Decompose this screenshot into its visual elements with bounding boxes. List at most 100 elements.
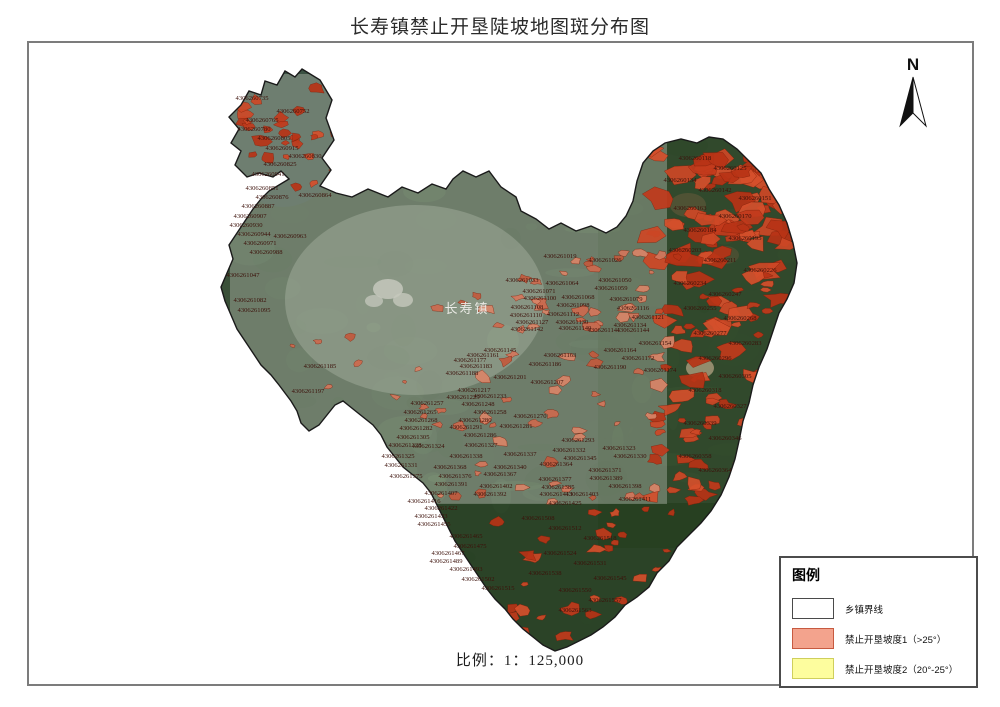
parcel-id-label: 4306261407 [425, 490, 459, 497]
parcel-id-label: 4306261377 [539, 476, 573, 483]
legend-panel: 图例 乡镇界线 禁止开垦坡度1（>25°） 禁止开垦坡度2（20°-25°） [779, 556, 978, 688]
parcel-id-label: 4306261375 [390, 473, 424, 480]
parcel-id-label: 4306261225 [447, 394, 481, 401]
parcel-id-label: 4306261398 [609, 483, 643, 490]
parcel-id-label: 4306261177 [454, 357, 487, 364]
parcel-labels: 4306260735 4306260752 4306260765 4306260780… [227, 95, 778, 614]
parcel-id-label: 4306261197 [292, 388, 325, 395]
parcel-id-label: 4306260339 [684, 420, 718, 427]
parcel-id-label: 4306261524 [544, 550, 578, 557]
parcel-id-label: 4306261422 [425, 505, 458, 512]
parcel-id-label: 4306260988 [250, 249, 284, 256]
parcel-id-label: 4306261531 [574, 560, 607, 567]
parcel-id-label: 4306261364 [540, 461, 574, 468]
haze-core [285, 205, 545, 395]
parcel-id-label: 4306261140 [559, 325, 592, 332]
parcel-id-label: 4306261033 [506, 277, 540, 284]
parcel-id-label: 4306261282 [400, 425, 433, 432]
urban-area [393, 293, 413, 307]
parcel-id-label: 4306261330 [614, 453, 648, 460]
parcel-id-label: 4306261328 [389, 442, 423, 449]
parcel-id-label: 4306261475 [454, 543, 488, 550]
parcel-id-label: 4306260887 [242, 203, 276, 210]
parcel-id-label: 4306261098 [557, 302, 591, 309]
legend-item-slope2: 禁止开垦坡度2（20°-25°） [792, 658, 976, 679]
parcel-id-label: 4306261071 [523, 288, 556, 295]
parcel-id-label: 4306260805 [258, 135, 292, 142]
south-forest-tile [428, 503, 797, 651]
parcel-id-label: 4306261376 [439, 473, 473, 480]
parcel-id-label: 4306260226 [744, 267, 778, 274]
parcel-id-label: 4306261411 [619, 496, 652, 503]
parcel-id-label: 4306261489 [430, 558, 464, 565]
parcel-id-label: 4306261141 [588, 327, 621, 334]
parcel-id-label: 4306260346 [709, 435, 743, 442]
parcel-id-label: 4306261340 [494, 464, 528, 471]
parcel-id-label: 4306260142 [699, 187, 732, 194]
parcel-id-label: 4306261079 [610, 296, 644, 303]
parcel-id-label: 4306261130 [556, 319, 589, 326]
parcel-id-label: 4306261186 [529, 361, 562, 368]
parcel-id-label: 4306261248 [462, 401, 496, 408]
parcel-id-label: 4306260327 [714, 403, 748, 410]
parcel-id-label: 4306260134 [664, 177, 698, 184]
parcel-id-label: 4306261188 [446, 370, 479, 377]
parcel-id-label: 4306261082 [234, 297, 267, 304]
parcel-id-label: 4306261433 [415, 513, 449, 520]
parcel-id-label: 4306261172 [622, 355, 655, 362]
parcel-id-label: 4306260825 [264, 161, 298, 168]
parcel-id-label: 4306260118 [679, 155, 712, 162]
parcel-id-label: 4306261108 [511, 304, 544, 311]
parcel-id-label: 4306261134 [614, 322, 647, 329]
parcel-id-label: 4306261291 [450, 424, 483, 431]
boundary-swatch [792, 598, 834, 619]
parcel-id-label: 4306260184 [684, 227, 718, 234]
parcel-id-label: 4306260125 [714, 165, 748, 172]
parcel-id-label: 4306261368 [434, 464, 468, 471]
parcel-id-label: 4306261047 [227, 272, 261, 279]
parcel-id-label: 4306261305 [397, 434, 431, 441]
parcel-id-label: 4306261467 [432, 550, 466, 557]
parcel-id-label: 4306261095 [238, 307, 272, 314]
parcel-id-label: 4306260268 [724, 315, 758, 322]
parcel-id-label: 4306261154 [639, 340, 672, 347]
slope2-swatch [792, 658, 834, 679]
parcel-id-label: 4306261545 [594, 575, 628, 582]
parcel-id-label: 4306261233 [474, 393, 508, 400]
parcel-id-label: 4306261121 [632, 314, 665, 321]
parcel-id-label: 4306260851 [246, 185, 279, 192]
parcel-id-label: 4306260830 [289, 153, 323, 160]
parcel-id-label: 4306261144 [617, 327, 650, 334]
parcel-id-label: 4306261268 [405, 417, 439, 424]
town-name-label: 长寿镇 [444, 301, 489, 316]
parcel-id-label: 4306260211 [704, 257, 737, 264]
parcel-id-label: 4306260358 [679, 453, 713, 460]
parcel-id-label: 4306261265 [404, 409, 438, 416]
parcel-id-label: 4306261563 [559, 607, 593, 614]
parcel-id-label: 4306261389 [590, 475, 624, 482]
page-title: 长寿镇禁止开垦陡坡地图斑分布图 [349, 17, 650, 38]
parcel-id-label: 4306261392 [474, 491, 507, 498]
parcel-id-label: 4306261331 [385, 462, 418, 469]
parcel-id-label: 4306261325 [382, 453, 416, 460]
parcel-id-label: 4306260765 [246, 117, 280, 124]
parcel-id-label: 4306260305 [719, 373, 753, 380]
parcel-id-label: 4306260364 [699, 467, 733, 474]
parcel-id-label: 4306261163 [544, 352, 577, 359]
parcel-id-label: 4306261050 [599, 277, 633, 284]
parcel-id-label: 4306260930 [230, 222, 264, 229]
parcel-id-label: 4306261403 [566, 491, 600, 498]
parcel-id-label: 4306261538 [529, 570, 563, 577]
parcel-id-label: 4306261502 [462, 576, 495, 583]
parcel-id-label: 4306261174 [644, 367, 677, 374]
parcel-id-label: 4306260971 [244, 240, 277, 247]
parcel-id-label: 4306261413 [540, 491, 574, 498]
parcel-id-label: 4306261416 [408, 498, 442, 505]
parcel-id-label: 4306261145 [484, 347, 517, 354]
parcel-id-label: 4306261281 [500, 423, 533, 430]
legend-item-boundary: 乡镇界线 [792, 598, 976, 619]
parcel-id-label: 4306261425 [549, 500, 583, 507]
parcel-id-label: 4306261110 [510, 312, 543, 319]
